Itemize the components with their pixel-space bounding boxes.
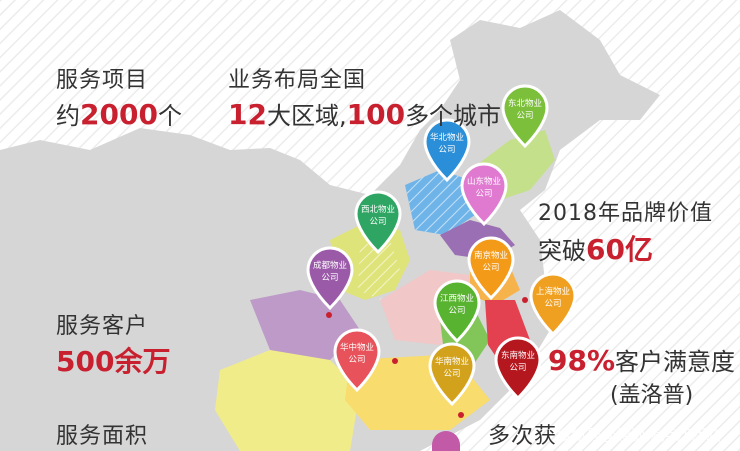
city-dot (392, 358, 398, 364)
pin-north[interactable]: 华北物业 公司 (423, 118, 471, 183)
service-items-stat: 约2000个 (56, 96, 182, 131)
service-customers-suffix: 余万 (114, 345, 171, 378)
coverage-cities-unit: 多个城市 (405, 102, 502, 130)
svg-text:东南物业: 东南物业 (501, 350, 535, 361)
svg-text:公司: 公司 (509, 363, 526, 373)
region-north-blue-stripe (405, 170, 475, 235)
service-items-suffix: 个 (157, 102, 182, 130)
region-west-sw (250, 290, 360, 365)
service-items-prefix: 约 (56, 102, 80, 130)
service-area-title: 服务面积 (56, 424, 149, 449)
pin-nanjing[interactable]: 南京物业 公司 (467, 236, 515, 301)
svg-text:南京物业: 南京物业 (474, 250, 508, 261)
svg-text:公司: 公司 (448, 306, 465, 316)
svg-text:公司: 公司 (516, 111, 533, 121)
pin-shandong[interactable]: 山东物业 公司 (460, 162, 508, 227)
pin-shanghai[interactable]: 上海物业 公司 (529, 272, 577, 337)
brand-value-suffix: 亿 (624, 233, 653, 266)
brand-value-title: 2018年品牌价值 (538, 201, 713, 226)
pin-central[interactable]: 华中物业 公司 (333, 328, 381, 393)
satisfaction-source: (盖洛普) (610, 383, 694, 408)
svg-text:华中物业: 华中物业 (340, 342, 374, 353)
service-items-value: 2000 (80, 98, 158, 131)
svg-text:东北物业: 东北物业 (508, 98, 542, 109)
svg-text:上海物业: 上海物业 (536, 286, 570, 297)
awards-text: 多次获 (488, 424, 558, 449)
coverage-regions-value: 12 (228, 98, 267, 131)
pin-northeast[interactable]: 东北物业 公司 (501, 84, 549, 149)
svg-text:成都物业: 成都物业 (313, 260, 347, 271)
pin-chengdu[interactable]: 成都物业 公司 (306, 246, 354, 311)
brand-value-prefix: 突破 (538, 237, 586, 265)
service-items-title: 服务项目 (56, 68, 149, 93)
service-customers-title: 服务客户 (56, 314, 149, 339)
pin-south[interactable]: 华南物业 公司 (428, 342, 476, 407)
svg-text:江西物业: 江西物业 (440, 293, 474, 304)
pin-jiangxi[interactable]: 江西物业 公司 (433, 279, 481, 344)
satisfaction-value: 98% (548, 344, 616, 377)
svg-text:公司: 公司 (475, 189, 492, 199)
svg-text:公司: 公司 (348, 355, 365, 365)
svg-text:华北物业: 华北物业 (430, 132, 464, 143)
watermark: 搜狐号@搜狐焦点江西站 (556, 426, 722, 444)
svg-text:西北物业: 西北物业 (361, 204, 395, 215)
service-customers-stat: 500余万 (56, 340, 170, 380)
svg-text:公司: 公司 (544, 299, 561, 309)
svg-text:公司: 公司 (369, 217, 386, 227)
svg-text:公司: 公司 (443, 369, 460, 379)
city-dot (326, 312, 332, 318)
coverage-title: 业务布局全国 (228, 68, 367, 93)
pin-partial-bottom (432, 431, 460, 451)
coverage-stat: 12大区域,100多个城市 (228, 96, 501, 131)
service-customers-value: 500 (56, 345, 115, 378)
svg-text:华南物业: 华南物业 (435, 356, 469, 367)
svg-text:公司: 公司 (438, 145, 455, 155)
pin-southeast[interactable]: 东南物业 公司 (494, 336, 542, 401)
svg-text:公司: 公司 (321, 273, 338, 283)
coverage-regions-unit: 大区域, (266, 102, 347, 130)
satisfaction-stat: 98%客户满意度 (548, 342, 735, 377)
coverage-cities-value: 100 (346, 98, 406, 131)
svg-text:公司: 公司 (482, 263, 499, 273)
region-sw-yellow (215, 350, 360, 451)
brand-value-stat: 突破60亿 (538, 228, 653, 268)
svg-text:山东物业: 山东物业 (467, 176, 501, 187)
city-dot (522, 297, 528, 303)
brand-value-value: 60 (586, 233, 625, 266)
region-northwest-stripe (358, 240, 400, 300)
pin-northwest[interactable]: 西北物业 公司 (354, 190, 402, 255)
satisfaction-label: 客户满意度 (615, 348, 736, 376)
city-dot (458, 412, 464, 418)
